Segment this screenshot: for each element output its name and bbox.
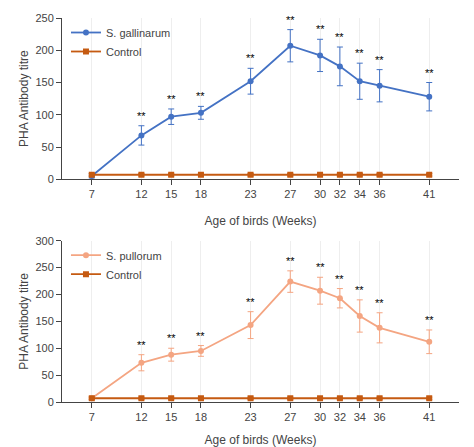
- svg-text:Control: Control: [106, 269, 141, 281]
- svg-text:**: **: [375, 297, 384, 309]
- svg-text:18: 18: [195, 411, 207, 423]
- svg-text:Age of birds (Weeks): Age of birds (Weeks): [205, 433, 317, 447]
- svg-text:0: 0: [48, 173, 54, 185]
- svg-text:150: 150: [35, 315, 53, 327]
- svg-text:50: 50: [42, 141, 54, 153]
- svg-text:**: **: [286, 14, 295, 26]
- svg-text:250: 250: [35, 12, 53, 24]
- svg-text:Control: Control: [106, 46, 141, 58]
- svg-text:23: 23: [244, 188, 256, 200]
- svg-text:**: **: [316, 261, 325, 273]
- svg-text:200: 200: [35, 44, 53, 56]
- svg-text:**: **: [425, 314, 434, 326]
- svg-text:**: **: [246, 52, 255, 64]
- svg-text:**: **: [196, 90, 205, 102]
- svg-text:18: 18: [195, 188, 207, 200]
- svg-text:**: **: [335, 31, 344, 43]
- svg-text:7: 7: [89, 411, 95, 423]
- svg-text:36: 36: [373, 411, 385, 423]
- svg-text:**: **: [167, 332, 176, 344]
- svg-text:200: 200: [35, 288, 53, 300]
- svg-text:**: **: [425, 67, 434, 79]
- svg-text:0: 0: [48, 396, 54, 408]
- svg-text:S. gallinarum: S. gallinarum: [106, 27, 170, 39]
- svg-text:**: **: [137, 339, 146, 351]
- svg-text:100: 100: [35, 342, 53, 354]
- svg-text:**: **: [246, 296, 255, 308]
- svg-text:**: **: [355, 284, 364, 296]
- svg-text:**: **: [286, 255, 295, 267]
- svg-text:250: 250: [35, 261, 53, 273]
- svg-text:PHA Antibody titre: PHA Antibody titre: [17, 273, 31, 370]
- svg-text:27: 27: [284, 411, 296, 423]
- svg-text:15: 15: [165, 411, 177, 423]
- svg-text:**: **: [167, 93, 176, 105]
- svg-text:15: 15: [165, 188, 177, 200]
- svg-text:**: **: [196, 330, 205, 342]
- svg-text:50: 50: [42, 369, 54, 381]
- svg-text:41: 41: [423, 188, 435, 200]
- svg-text:100: 100: [35, 109, 53, 121]
- svg-text:**: **: [316, 23, 325, 35]
- svg-text:30: 30: [314, 188, 326, 200]
- svg-text:32: 32: [334, 188, 346, 200]
- svg-text:23: 23: [244, 411, 256, 423]
- svg-text:34: 34: [354, 188, 366, 200]
- svg-text:Age of birds (Weeks): Age of birds (Weeks): [205, 214, 317, 228]
- svg-text:PHA Antibody titre: PHA Antibody titre: [17, 50, 31, 147]
- svg-text:7: 7: [89, 188, 95, 200]
- svg-text:27: 27: [284, 188, 296, 200]
- svg-text:41: 41: [423, 411, 435, 423]
- svg-text:30: 30: [314, 411, 326, 423]
- svg-text:12: 12: [135, 188, 147, 200]
- svg-text:150: 150: [35, 76, 53, 88]
- svg-text:**: **: [335, 273, 344, 285]
- svg-text:**: **: [375, 54, 384, 66]
- svg-text:34: 34: [354, 411, 366, 423]
- svg-text:**: **: [137, 110, 146, 122]
- svg-text:12: 12: [135, 411, 147, 423]
- svg-text:32: 32: [334, 411, 346, 423]
- svg-text:300: 300: [35, 235, 53, 247]
- svg-text:**: **: [355, 47, 364, 59]
- svg-text:S. pullorum: S. pullorum: [106, 250, 162, 262]
- svg-text:36: 36: [373, 188, 385, 200]
